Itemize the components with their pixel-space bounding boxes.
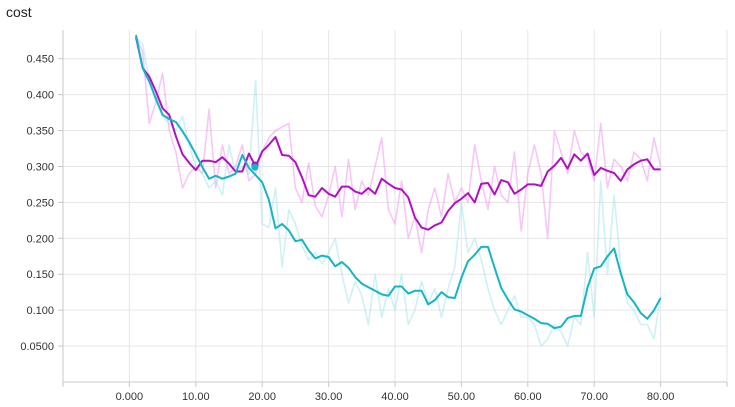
x-tick-label: 60.00 xyxy=(514,391,542,403)
x-tick-label: 10.00 xyxy=(182,391,210,403)
chart-title: cost xyxy=(6,4,32,20)
y-tick-label: 0.0500 xyxy=(20,341,54,353)
hover-marker-1 xyxy=(251,163,259,171)
x-tick-label: 0.000 xyxy=(116,391,144,403)
series-line-3 xyxy=(135,34,662,330)
series-group xyxy=(135,34,662,347)
y-tick-label: 0.300 xyxy=(26,161,54,173)
y-tick-label: 0.100 xyxy=(26,305,54,317)
y-tick-label: 0.150 xyxy=(26,269,54,281)
series-line-1 xyxy=(135,36,662,347)
x-tick-label: 40.00 xyxy=(381,391,409,403)
y-tick-label: 0.450 xyxy=(26,54,54,66)
x-tick-label: 30.00 xyxy=(315,391,343,403)
y-tick-label: 0.350 xyxy=(26,126,54,138)
y-tick-label: 0.200 xyxy=(26,233,54,245)
series-line-0 xyxy=(135,36,662,254)
grid xyxy=(62,30,728,382)
x-tick-label: 50.00 xyxy=(448,391,476,403)
y-tick-label: 0.400 xyxy=(26,90,54,102)
series-line-2 xyxy=(135,36,661,231)
x-tick-label: 20.00 xyxy=(248,391,276,403)
hover-markers xyxy=(251,161,259,171)
axes: 0.000 10.00 20.00 30.00 40.00 50.00 60.00 70.00… xyxy=(20,30,728,403)
x-tick-label: 70.00 xyxy=(580,391,608,403)
x-tick-label: 80.00 xyxy=(647,391,675,403)
y-tick-label: 0.250 xyxy=(26,197,54,209)
